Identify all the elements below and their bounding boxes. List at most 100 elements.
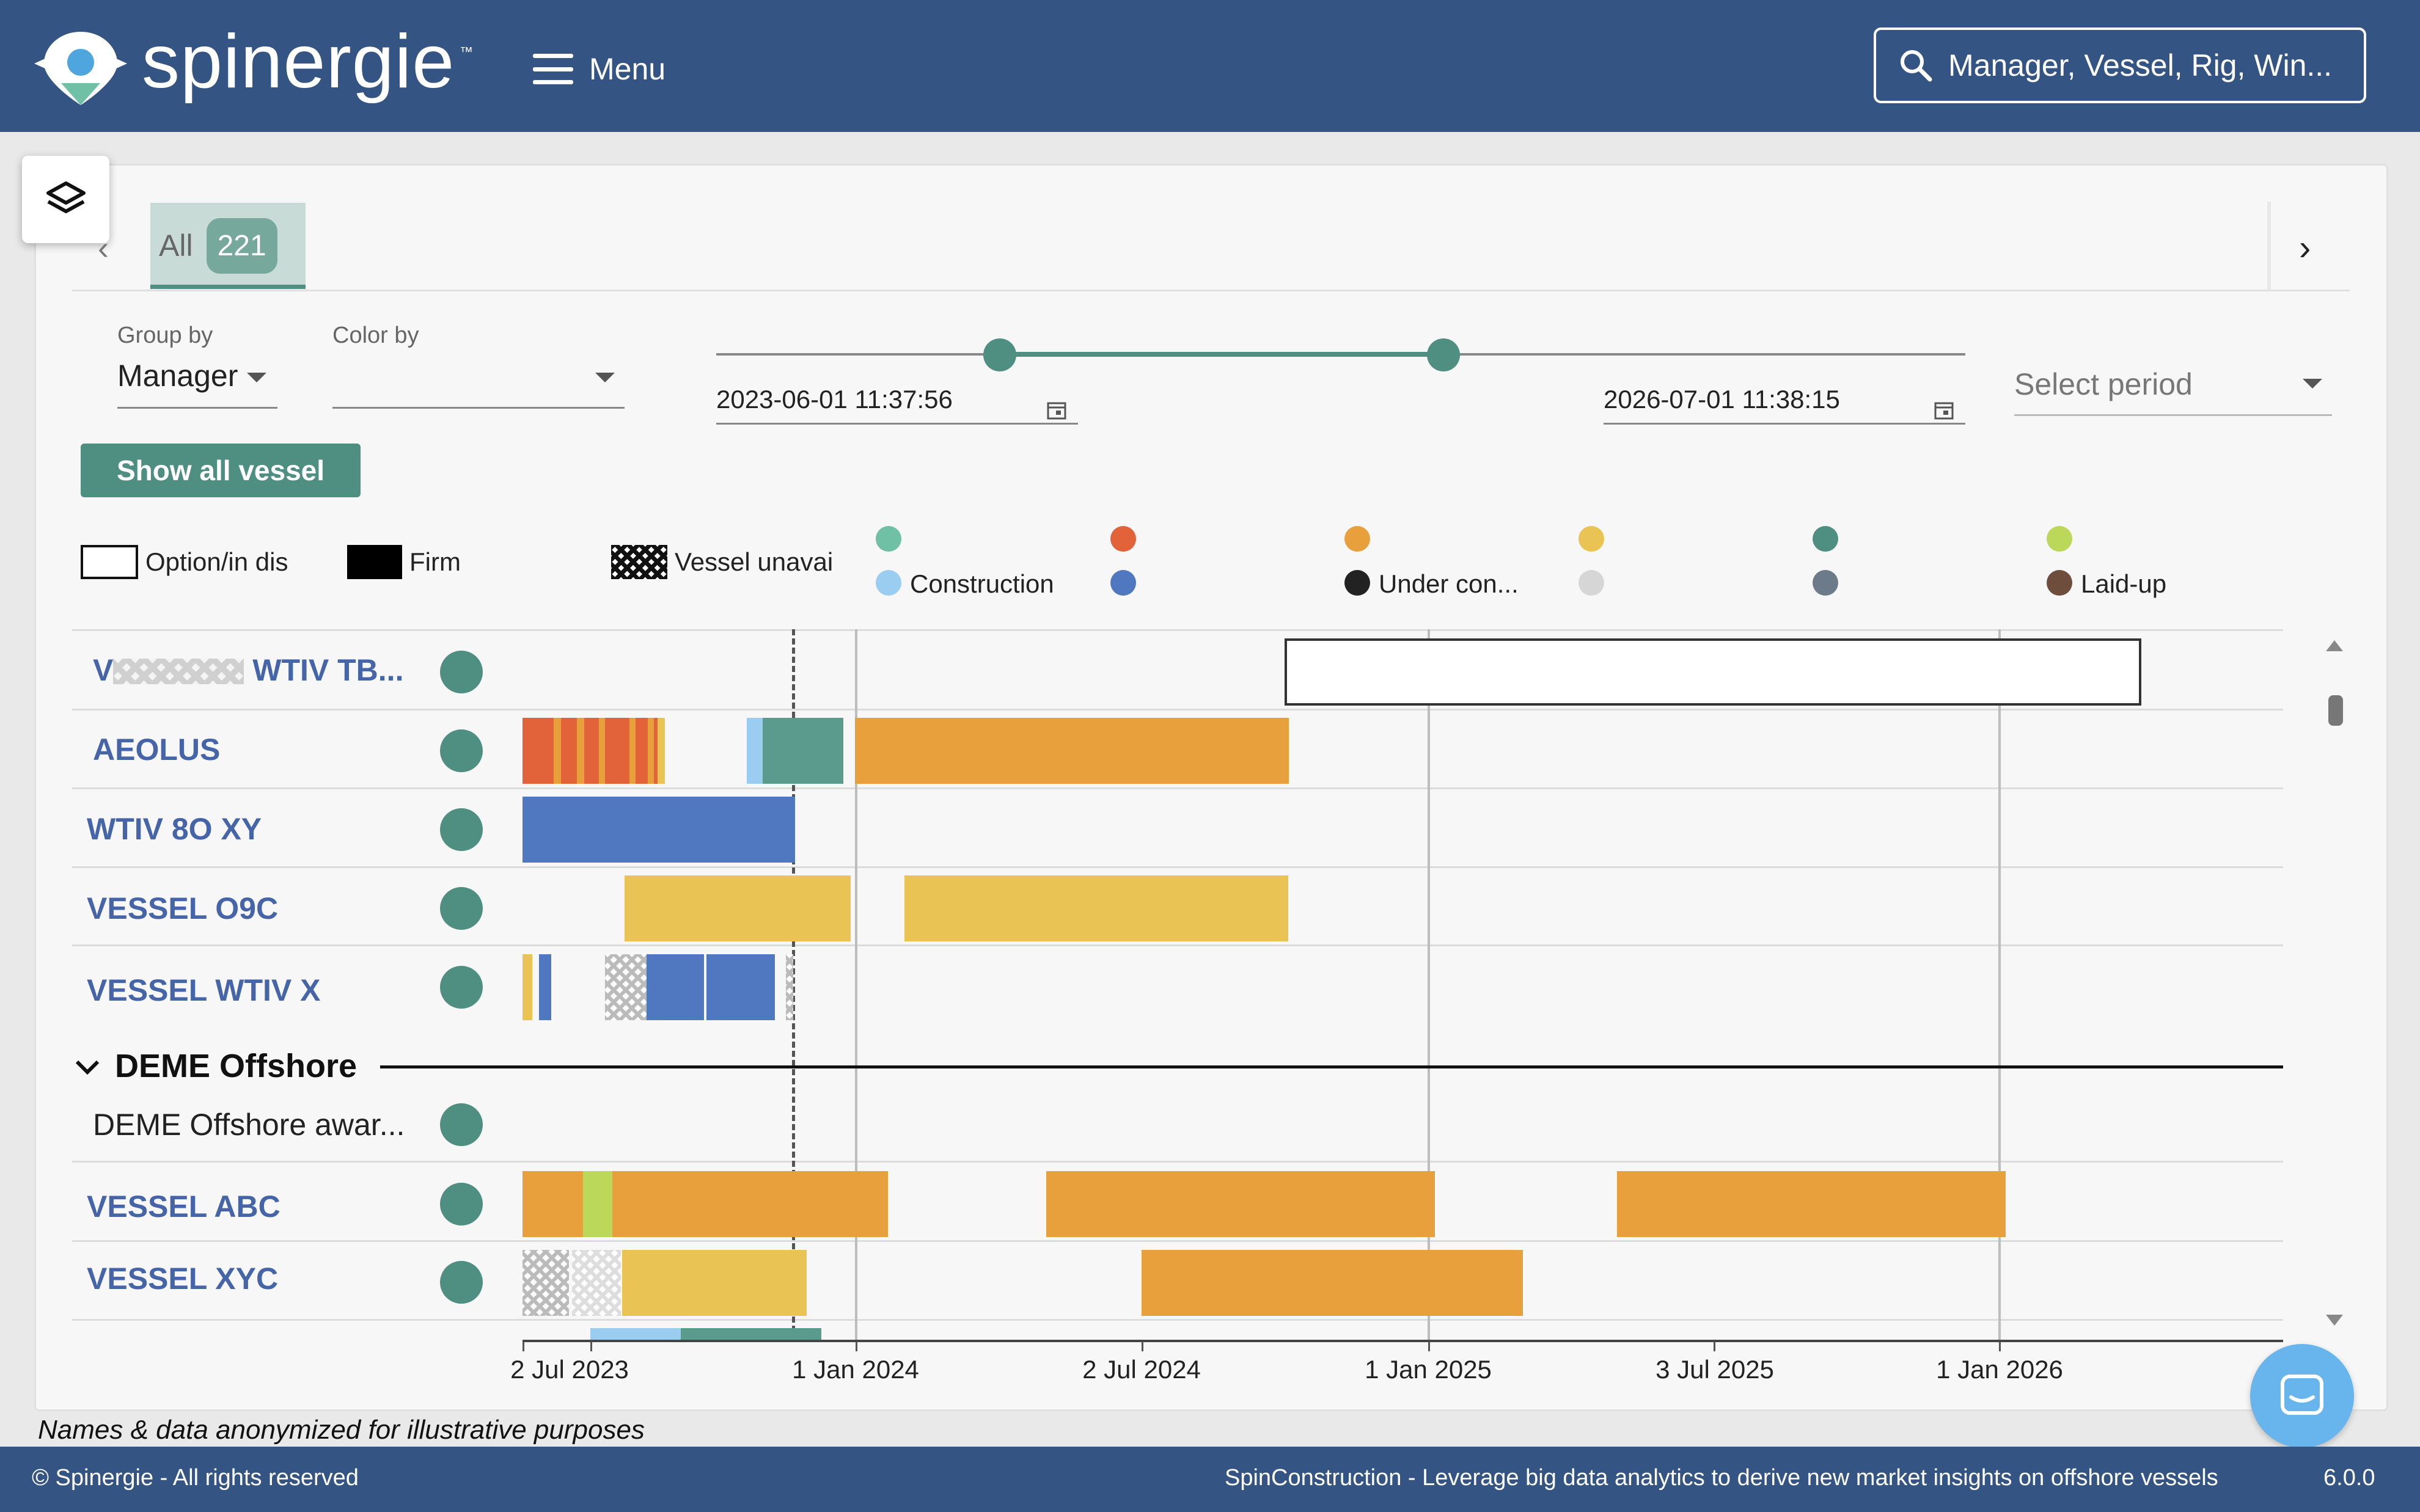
gantt-bar-teal[interactable]	[763, 718, 843, 784]
show-all-vessel-button[interactable]: Show all vessel	[81, 444, 361, 497]
axis-tick-label: 2 Jul 2023	[510, 1355, 629, 1384]
vessel-name-row-2[interactable]: AEOLUS	[93, 732, 221, 767]
row-separator	[72, 1319, 2283, 1321]
row-separator	[72, 1240, 2283, 1242]
axis-tick	[1999, 1342, 2001, 1351]
gantt-bar-orange[interactable]	[522, 1171, 888, 1237]
legend-dot-yellow	[1579, 526, 1604, 552]
legend-dot-teal-light	[876, 526, 901, 552]
end-date-input[interactable]: 2026-07-01 11:38:15	[1604, 385, 1965, 425]
row-separator	[72, 1161, 2283, 1163]
start-date-input[interactable]: 2023-06-01 11:37:56	[716, 385, 1078, 425]
scroll-down-arrow-icon[interactable]	[2326, 1315, 2343, 1326]
vessel-name-row-6[interactable]: DEME Offshore awar...	[93, 1108, 405, 1142]
group-by-select[interactable]: Manager	[117, 358, 277, 409]
axis-tick	[1714, 1342, 1715, 1351]
tab-scroll-left-icon[interactable]: ‹	[98, 230, 109, 266]
select-period-dropdown[interactable]: Select period	[2014, 367, 2332, 417]
vessel-name-row-5[interactable]: VESSEL WTIV X	[87, 973, 321, 1007]
gantt-bar-orange[interactable]	[1617, 1171, 2006, 1237]
gantt-bar-unavailable[interactable]	[605, 954, 647, 1020]
end-date-underline	[1604, 423, 1965, 425]
start-date-underline	[716, 423, 1078, 425]
chevron-down-icon	[247, 373, 266, 382]
gantt-bar-construction[interactable]	[747, 718, 763, 784]
axis-tick	[1428, 1342, 1430, 1351]
tabs-divider	[72, 290, 2350, 291]
axis-tick-label: 1 Jan 2025	[1365, 1355, 1492, 1384]
calendar-icon[interactable]	[1046, 400, 1067, 420]
legend-unavailable-swatch	[611, 545, 667, 579]
gantt-bar-orange[interactable]	[855, 718, 1289, 784]
vessel-name-row-8[interactable]: VESSEL XYC	[87, 1262, 279, 1296]
status-indicator	[440, 651, 483, 693]
gantt-bar-yellow[interactable]	[522, 954, 532, 1020]
collapse-chevron-icon[interactable]	[72, 1052, 103, 1083]
hamburger-icon	[533, 54, 573, 84]
axis-tick-label: 3 Jul 2025	[1656, 1355, 1774, 1384]
gantt-bar-blue[interactable]	[706, 954, 775, 1020]
gantt-bar-blue[interactable]	[522, 797, 795, 863]
active-tab-indicator	[150, 285, 306, 289]
calendar-icon[interactable]	[1934, 400, 1954, 420]
status-indicator	[440, 1103, 483, 1146]
gantt-bar-teal[interactable]	[681, 1328, 821, 1342]
date-range-slider-fill	[1000, 352, 1443, 357]
redacted-block	[113, 659, 244, 684]
gantt-bar-stripe	[599, 718, 605, 784]
legend-dot-lime	[2047, 526, 2072, 552]
tab-scroll-right-icon[interactable]: ›	[2299, 228, 2311, 268]
gantt-bar-unavailable[interactable]	[522, 1250, 569, 1316]
gantt-bar-orange[interactable]	[1142, 1250, 1523, 1316]
status-indicator	[440, 887, 483, 930]
status-indicator	[440, 1261, 483, 1304]
axis-tick	[590, 1342, 592, 1351]
axis-tick-label: 1 Jan 2026	[1936, 1355, 2063, 1384]
layers-icon	[46, 181, 86, 213]
search-icon	[1901, 50, 1932, 82]
vessel-name-row-3[interactable]: WTIV 8O XY	[87, 812, 262, 846]
gantt-bar-contract[interactable]	[522, 718, 664, 784]
gantt-bar-yellow[interactable]	[904, 875, 1288, 941]
vessel-name-row-7[interactable]: VESSEL ABC	[87, 1189, 280, 1224]
axis-tick	[1142, 1342, 1143, 1351]
vessel-name-row-4[interactable]: VESSEL O9C	[87, 891, 279, 926]
spinergie-logo-icon[interactable]	[32, 26, 130, 105]
legend-dot-blue	[1110, 570, 1136, 596]
vessel-name-row-1[interactable]: V WTIV TB...	[93, 652, 403, 688]
select-period-placeholder: Select period	[2014, 367, 2193, 401]
gantt-bar-yellow[interactable]	[622, 1250, 807, 1316]
gantt-bar-option[interactable]	[1285, 638, 2141, 706]
color-by-select[interactable]	[332, 358, 625, 409]
scrollbar-thumb[interactable]	[2328, 695, 2343, 726]
group-header-deme-offshore[interactable]: DEME Offshore	[115, 1048, 358, 1084]
gantt-bar-stripe	[577, 718, 584, 784]
gantt-bar-lime[interactable]	[583, 1171, 612, 1237]
chat-support-button[interactable]	[2250, 1344, 2354, 1448]
menu-label: Menu	[589, 52, 666, 86]
gantt-bar-unavailable[interactable]	[786, 954, 793, 1020]
gantt-bar-yellow[interactable]	[625, 875, 851, 941]
menu-button[interactable]: Menu	[533, 48, 666, 90]
gantt-bar-construction[interactable]	[590, 1328, 681, 1342]
gantt-bar-blue[interactable]	[539, 954, 551, 1020]
legend-dot-orange	[1344, 526, 1370, 552]
gantt-bar-unavailable[interactable]	[572, 1250, 621, 1316]
gantt-bar-orange[interactable]	[1046, 1171, 1435, 1237]
gantt-bar-blue[interactable]	[647, 954, 704, 1020]
legend-dot-teal-dark	[1813, 526, 1838, 552]
gridline-1-jan-2024	[855, 629, 857, 1341]
legend-dot-orange-red	[1110, 526, 1136, 552]
search-input[interactable]: Manager, Vessel, Rig, Win...	[1874, 27, 2366, 103]
row-separator	[72, 787, 2283, 789]
today-marker-line	[792, 629, 795, 1341]
group-by-label: Group by	[117, 323, 213, 348]
slider-end-handle[interactable]	[1427, 338, 1460, 371]
legend-dot-laid-up	[2047, 570, 2072, 596]
legend-unavailable-label: Vessel unavai	[675, 547, 834, 576]
scroll-up-arrow-icon[interactable]	[2326, 640, 2343, 651]
tab-all-count-badge: 221	[206, 217, 277, 274]
layers-button[interactable]	[22, 156, 109, 243]
tab-all[interactable]: All 221	[150, 203, 306, 288]
slider-start-handle[interactable]	[983, 338, 1016, 371]
